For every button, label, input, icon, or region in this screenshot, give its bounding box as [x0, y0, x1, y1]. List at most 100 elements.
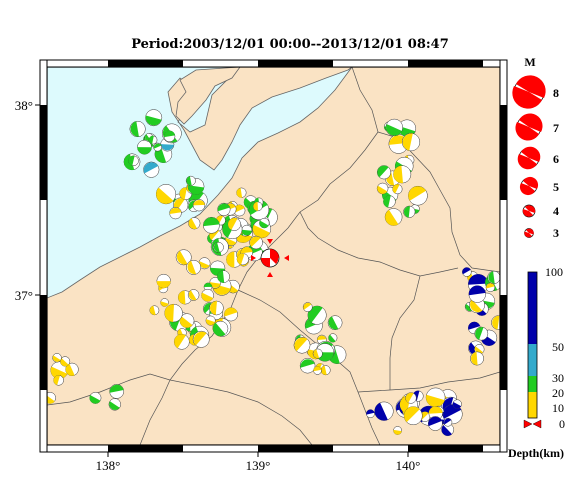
focal-mechanism — [212, 320, 229, 337]
magnitude-7-symbol — [515, 113, 543, 141]
magnitude-3-symbol — [524, 228, 534, 238]
magnitude-label-3: 3 — [553, 226, 559, 240]
focal-mechanism — [487, 270, 500, 284]
focal-mechanism — [188, 217, 201, 230]
focal-mechanism — [470, 351, 484, 366]
depth-tick-20: 20 — [552, 386, 564, 400]
focal-mechanism — [403, 406, 423, 426]
focal-mechanism — [203, 282, 213, 292]
focal-mechanism — [491, 315, 500, 330]
magnitude-8-symbol — [512, 75, 546, 109]
focal-mechanism — [186, 259, 202, 275]
focal-mechanism — [192, 330, 210, 348]
focal-mechanism — [259, 217, 270, 229]
focal-mechanism — [175, 249, 192, 266]
focal-mechanism — [163, 130, 176, 143]
focal-mechanism — [376, 165, 392, 180]
focal-mechanism — [428, 406, 443, 421]
focal-mechanism — [249, 235, 263, 250]
focal-mechanism — [452, 399, 462, 409]
depth-tick-100: 100 — [545, 265, 563, 279]
focal-mechanism — [47, 392, 56, 404]
focal-mechanism — [137, 139, 152, 155]
focal-mechanism — [328, 333, 338, 343]
focal-mechanism — [366, 409, 375, 419]
focal-mechanism — [327, 315, 343, 331]
lat-tick-37: 37° — [15, 288, 33, 303]
focal-mechanism — [441, 423, 455, 437]
focal-mechanism — [293, 336, 311, 354]
focal-mechanism — [313, 366, 322, 375]
focal-mechanism — [53, 375, 64, 386]
sado-island — [175, 67, 241, 125]
focal-mechanism — [203, 216, 220, 234]
focal-mechanism — [385, 118, 403, 137]
focal-mechanism — [148, 135, 158, 145]
focal-mechanism — [253, 201, 263, 212]
focal-mechanism — [129, 120, 146, 138]
focal-mechanism — [192, 199, 206, 212]
focal-mechanism — [374, 401, 394, 421]
focal-mechanism — [109, 384, 125, 399]
focal-mechanism — [403, 205, 416, 218]
focal-mechanism — [52, 353, 62, 363]
focal-mechanism — [164, 303, 183, 323]
focal-mechanism — [401, 133, 421, 152]
lat-tick-38: 38° — [15, 98, 33, 113]
focal-mechanism — [156, 273, 171, 289]
focal-mechanism — [205, 315, 216, 326]
depth-tick-10: 10 — [552, 401, 564, 415]
focal-mechanism — [160, 298, 169, 307]
focal-mechanism — [227, 217, 241, 231]
focal-mechanism — [217, 270, 230, 283]
depth-tick-30: 30 — [552, 371, 564, 385]
focal-mechanism — [209, 277, 221, 289]
focal-mechanism — [145, 109, 163, 127]
focal-mechanism — [425, 387, 446, 408]
magnitude-legend-title: M — [524, 55, 535, 69]
depth-colorbar — [523, 271, 542, 429]
lon-tick-139: 139° — [246, 458, 271, 473]
focal-mechanism — [474, 326, 489, 341]
depth-tick-50: 50 — [552, 340, 564, 354]
focal-mechanism — [60, 356, 71, 367]
focal-mechanism — [443, 417, 453, 427]
lon-tick-140: 140° — [396, 458, 421, 473]
map-area — [47, 67, 500, 445]
focal-mechanism — [108, 398, 121, 411]
focal-mechanism — [302, 302, 313, 312]
focal-mechanism — [224, 307, 238, 322]
focal-mechanism — [384, 208, 403, 226]
focal-mechanism — [153, 142, 162, 152]
focal-mechanism — [462, 267, 472, 277]
map-frame — [35, 59, 508, 457]
magnitude-label-5: 5 — [553, 180, 559, 194]
focal-mechanism — [173, 333, 190, 350]
focal-mechanism — [149, 305, 160, 316]
focal-mechanism — [393, 426, 402, 435]
focal-mechanism — [217, 202, 231, 216]
focal-mechanism — [392, 184, 403, 195]
focal-mechanism — [155, 184, 177, 205]
focal-mechanism — [236, 253, 249, 266]
focal-mechanism — [307, 305, 327, 325]
focal-mechanism — [209, 300, 224, 316]
focal-mechanism — [179, 313, 195, 329]
focal-mechanism — [143, 161, 160, 178]
lon-tick-138: 138° — [96, 458, 121, 473]
focal-mechanism — [236, 187, 247, 198]
depth-legend-title: Depth(km) — [508, 446, 564, 460]
focal-mechanism — [89, 391, 102, 404]
depth-tick-0: 0 — [559, 417, 565, 431]
focal-mechanism — [169, 206, 182, 220]
magnitude-5-symbol — [519, 176, 539, 196]
focal-mechanism — [312, 348, 323, 359]
focal-mechanism — [376, 182, 389, 195]
focal-mechanism — [65, 362, 79, 377]
focal-mechanism — [241, 224, 253, 236]
magnitude-label-7: 7 — [553, 121, 559, 135]
magnitude-label-6: 6 — [553, 152, 559, 166]
magnitude-legend: M 8 7 6 5 4 3 — [512, 55, 559, 240]
focal-mechanism — [185, 175, 196, 186]
focal-mechanism — [468, 285, 486, 303]
